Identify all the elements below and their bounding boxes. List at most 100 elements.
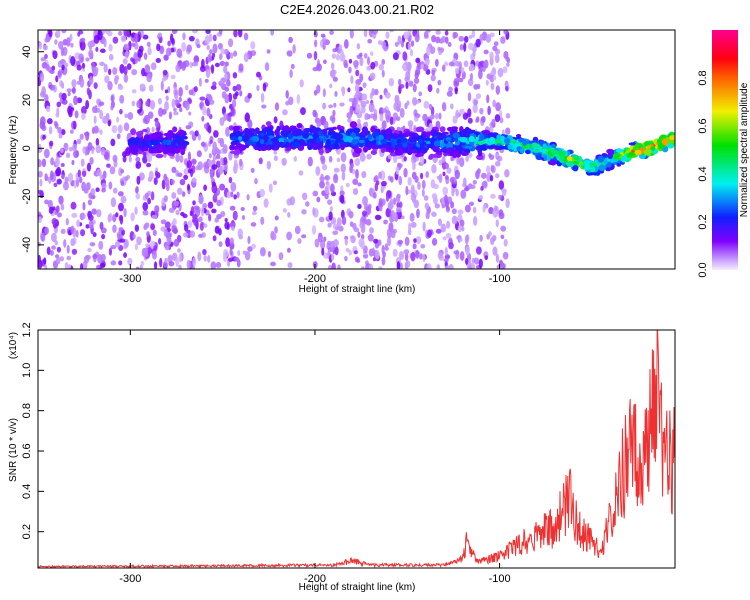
spectrogram-cell <box>224 221 230 230</box>
spectrogram-cell <box>153 177 158 186</box>
spectrogram-cell <box>107 120 112 127</box>
spectrogram-cell <box>201 58 205 69</box>
spectrogram-cell <box>444 36 449 44</box>
spectrogram-cell <box>621 155 626 163</box>
spectrogram-cell <box>61 30 67 34</box>
spectrogram-cell <box>153 245 158 251</box>
spectrogram-cell <box>467 92 472 102</box>
spectrogram-cell <box>143 52 148 60</box>
spectrogram-cell <box>146 162 152 168</box>
spectrogram-cell <box>456 156 460 165</box>
y-tick-label: 0.8 <box>21 403 33 418</box>
spectrogram-cell <box>113 187 118 194</box>
spectrogram-cell <box>370 126 376 133</box>
spectrogram-cell <box>136 175 141 185</box>
spectrogram-cell <box>495 219 499 228</box>
spectrogram-cell <box>241 215 245 220</box>
spectrogram-cell <box>85 224 90 229</box>
spectrogram-cell <box>490 193 496 199</box>
spectrogram-cell <box>432 131 439 136</box>
spectrogram-cell <box>133 51 138 60</box>
spectrogram-cell <box>224 86 230 92</box>
spectrogram-cell <box>323 59 327 65</box>
spectrogram-cell <box>65 152 71 159</box>
spectrogram-cell <box>186 183 191 191</box>
spectrogram-cell <box>157 32 163 38</box>
spectrogram-cell <box>480 185 484 191</box>
spectrogram-cell <box>434 58 439 67</box>
spectrogram-cell <box>312 66 319 72</box>
spectrogram-cell <box>83 255 90 264</box>
spectrogram-cell <box>465 245 470 256</box>
spectrogram-cell <box>632 146 638 152</box>
spectrogram-cell <box>162 76 168 81</box>
spectrogram-cell <box>416 126 425 133</box>
spectrogram-cell <box>340 143 348 148</box>
spectrogram-cell <box>38 216 42 224</box>
spectrogram-cell <box>134 224 140 232</box>
spectrogram-cell <box>525 149 531 155</box>
spectrogram-cell <box>179 107 183 113</box>
spectrogram-cell <box>286 146 291 150</box>
spectrogram-cell <box>289 196 296 206</box>
spectrogram-cell <box>92 254 98 259</box>
spectrogram-cell <box>96 264 101 269</box>
spectrogram-cell <box>157 97 162 105</box>
spectrogram-cell <box>312 132 320 139</box>
spectrogram-cell <box>219 137 225 148</box>
spectrogram-cell <box>369 51 374 57</box>
spectrogram-cell <box>117 233 122 240</box>
spectrogram-cell <box>457 209 464 215</box>
spectrogram-cell <box>370 61 376 70</box>
spectrogram-cell <box>472 103 478 114</box>
y-tick-label: 0 <box>21 145 33 151</box>
spectrogram-cell <box>359 52 363 57</box>
spectrogram-cell <box>490 82 495 91</box>
spectrogram-cell <box>282 208 287 213</box>
spectrogram-cell <box>494 161 501 167</box>
spectrogram-cell <box>395 166 400 175</box>
spectrogram-cell <box>99 109 104 120</box>
spectrogram-cell <box>324 175 331 181</box>
spectrogram-cell <box>363 146 368 153</box>
spectrogram-cell <box>255 71 262 78</box>
spectrogram-cell <box>193 86 198 93</box>
spectrogram-cell <box>483 59 489 69</box>
spectrogram-cell <box>54 240 58 246</box>
spectrogram-cell <box>213 130 219 138</box>
spectrogram-cell <box>400 40 405 48</box>
spectrogram-cell <box>55 205 60 213</box>
spectrogram-cell <box>232 85 237 92</box>
spectrogram-cell <box>203 123 208 129</box>
spectrogram-cell <box>330 253 335 261</box>
spectrogram-cell <box>212 146 216 154</box>
spectrogram-cell <box>317 233 323 243</box>
spectrogram-cell <box>392 154 398 164</box>
spectrogram-cell <box>211 181 216 187</box>
spectrogram-cell <box>473 131 480 135</box>
spectrogram-cell <box>324 185 328 195</box>
spectrogram-cell <box>85 99 90 110</box>
spectrogram-cell <box>240 207 245 212</box>
spectrogram-cell <box>366 153 372 160</box>
spectrogram-cell <box>107 80 113 91</box>
spectrogram-cell <box>503 30 508 35</box>
spectrogram-cell <box>403 156 407 162</box>
spectrogram-cell <box>341 171 346 181</box>
spectrogram-cell <box>455 188 459 197</box>
spectrogram-cell <box>80 37 86 43</box>
spectrogram-cell <box>316 120 322 128</box>
spectrogram-cell <box>87 141 93 151</box>
spectrogram-cell <box>478 69 483 80</box>
spectrogram-cell <box>49 170 54 181</box>
spectrogram-cell <box>339 102 345 107</box>
spectrogram-cell <box>224 162 228 172</box>
spectrogram-cell <box>55 156 60 167</box>
spectrogram-cell <box>267 129 273 136</box>
spectrogram-cell <box>498 194 502 200</box>
spectrogram-cell <box>475 116 480 123</box>
spectrogram-cell <box>216 214 222 220</box>
spectrogram-cell <box>96 168 102 177</box>
spectrogram-cell <box>135 192 141 200</box>
spectrogram-cell <box>345 182 350 188</box>
